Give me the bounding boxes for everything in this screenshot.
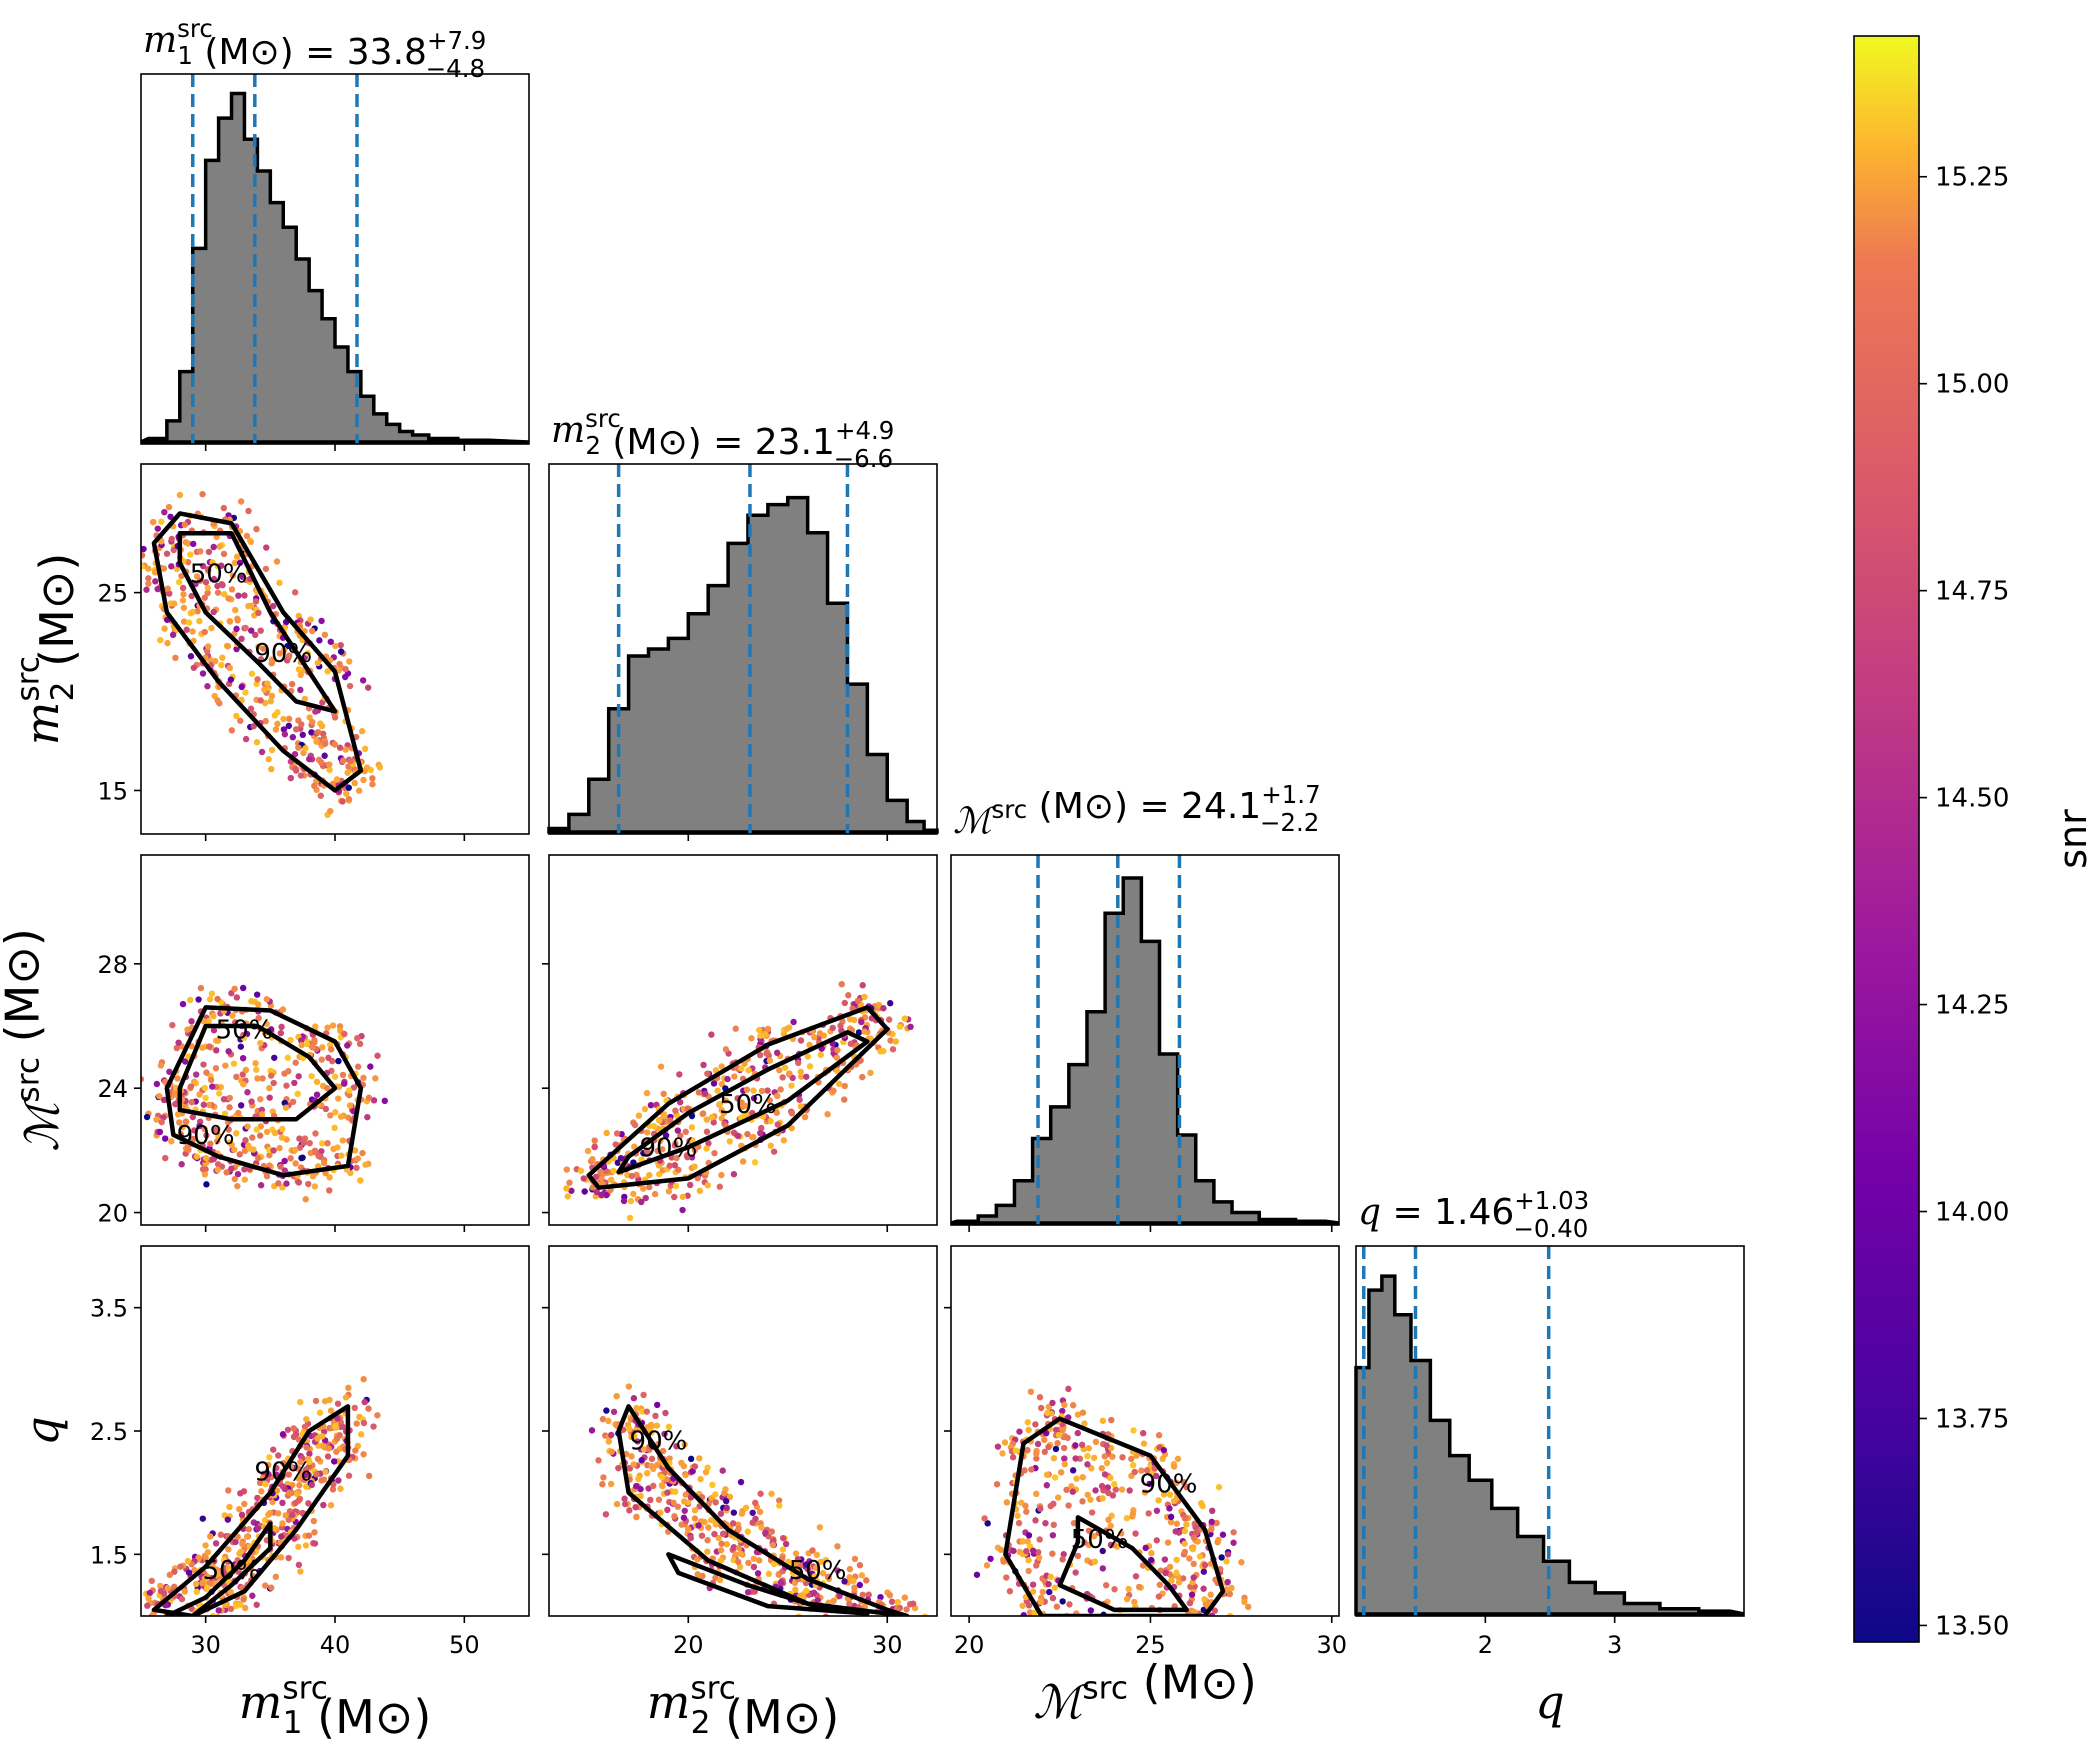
x-axis-label-m2: msrc 2 (M⊙) [647, 1671, 840, 1745]
contour-90-mc_m2 [586, 1005, 890, 1190]
x-axis-label-q: q [1535, 1675, 1564, 1729]
colorbar-tick-label-7: 15.25 [1935, 163, 2009, 193]
hist-frame-q [1355, 1245, 1745, 1617]
contour-label-90-mc_m2: 90% [639, 1134, 697, 1164]
x-tick-label-q-0: 2 [1478, 1631, 1493, 1659]
colorbar-tick-label-0: 13.50 [1935, 1611, 2009, 1641]
scatter-frame-q_m2 [548, 1245, 938, 1617]
contour-50-mc_m1 [177, 1023, 338, 1122]
contour-label-50-q_mc: 50% [1071, 1525, 1129, 1555]
scatter-panel-q-m2: 50% 90% [548, 1245, 938, 1617]
hist-title-q: q = 1.46+1.03 −0.40 [1358, 1186, 1589, 1243]
x-tick-label-m1-2: 50 [449, 1631, 480, 1659]
colorbar-label: snr [2051, 809, 2095, 869]
histogram-q [1354, 1274, 1745, 1616]
scatter-panel-q-mc: 50% 90% [950, 1245, 1340, 1617]
scatter-frame-mc_m2 [548, 854, 938, 1226]
hist-title-mc: ℳsrc (M⊙) = 24.1+1.7 −2.2 [953, 780, 1321, 842]
histogram-mc [950, 876, 1340, 1225]
scatter-points-q_m1: 50% 90% [141, 1376, 381, 1616]
contour-90-q_m2 [616, 1404, 910, 1616]
scatter-panel-mc-m2: 50% 90% [548, 854, 938, 1226]
colorbar-tick-label-1: 13.75 [1935, 1404, 2009, 1434]
colorbar-tick-label-5: 14.75 [1935, 577, 2009, 607]
y-tick-label-q-1: 2.5 [90, 1418, 128, 1446]
y-tick-label-mc-1: 24 [97, 1075, 128, 1103]
histogram-m2 [547, 495, 939, 834]
x-tick-label-mc-2: 30 [1316, 1631, 1347, 1659]
contour-label-90-q_m2: 90% [630, 1427, 688, 1457]
y-tick-label-q-2: 3.5 [90, 1295, 128, 1323]
colorbar-tick-label-4: 14.50 [1935, 784, 2009, 814]
x-tick-label-mc-1: 25 [1135, 1631, 1166, 1659]
hist-frame-m2 [548, 463, 938, 835]
contour-90-mc_m1 [164, 1005, 364, 1178]
hist-title-m2: msrc 2 (M⊙) = 23.1+4.9 −6.6 [551, 404, 894, 473]
colorbar-tick-label-6: 15.00 [1935, 370, 2009, 400]
contour-label-50-q_m2: 50% [789, 1556, 847, 1586]
contour-label-90-q_mc: 90% [1140, 1470, 1198, 1500]
x-tick-label-mc-0: 20 [954, 1631, 985, 1659]
contour-50-q_m2 [666, 1552, 870, 1616]
hist-panel-mc: ℳsrc (M⊙) = 24.1+1.7 −2.2 [950, 780, 1340, 1226]
y-axis-label-mc: ℳsrc (M⊙) [0, 928, 69, 1152]
scatter-points-mc_m1: 50% 90% [141, 984, 388, 1203]
contour-50-m2_m1 [177, 531, 338, 714]
histogram-m1 [140, 91, 530, 444]
contour-label-90-m2_m1: 90% [254, 639, 312, 669]
contour-label-50-mc_m1: 50% [216, 1015, 274, 1045]
contour-50-q_mc [1057, 1515, 1189, 1613]
contour-label-90-mc_m1: 90% [177, 1121, 235, 1151]
contour-label-90-q_m1: 90% [254, 1457, 312, 1487]
contour-label-50-q_m1: 50% [203, 1556, 261, 1586]
x-axis-label-m1: msrc 1 (M⊙) [239, 1671, 432, 1745]
scatter-points-m2_m1: 50% 90% [141, 490, 384, 819]
scatter-panel-mc-m1: 50% 90% [140, 854, 530, 1226]
scatter-points-mc_m2: 50% 90% [563, 980, 914, 1222]
scatter-panel-m2-m1: 50% 90% [140, 463, 530, 835]
hist-panel-m2: msrc 2 (M⊙) = 23.1+4.9 −6.6 [547, 404, 939, 835]
contour-label-50-m2_m1: 50% [190, 560, 248, 590]
hist-frame-mc [950, 854, 1340, 1226]
x-tick-label-m2-1: 30 [872, 1631, 903, 1659]
x-tick-label-m1-1: 40 [320, 1631, 351, 1659]
y-tick-label-q-0: 1.5 [90, 1541, 128, 1569]
y-tick-label-m2-1: 25 [97, 580, 128, 608]
colorbar-tick-label-2: 14.00 [1935, 1198, 2009, 1228]
contour-90-m2_m1 [151, 511, 364, 793]
y-axis-label-m2: msrc2 (M⊙) [11, 553, 85, 746]
x-tick-label-q-1: 3 [1607, 1631, 1622, 1659]
x-tick-label-m2-0: 20 [673, 1631, 704, 1659]
scatter-points-q_mc: 50% 90% [973, 1385, 1252, 1616]
contour-90-q_mc [1003, 1416, 1226, 1616]
hist-title-m1: msrc 1 (M⊙) = 33.8+7.9 −4.8 [143, 14, 486, 83]
contour-label-50-mc_m2: 50% [719, 1090, 777, 1120]
contour-50-q_m1 [164, 1521, 273, 1616]
hist-panel-m1: msrc 1 (M⊙) = 33.8+7.9 −4.8 [140, 14, 530, 445]
y-tick-label-mc-0: 20 [97, 1200, 128, 1228]
contour-90-q_m1 [151, 1404, 351, 1616]
x-tick-label-m1-0: 30 [190, 1631, 221, 1659]
colorbar [1853, 35, 1920, 1643]
scatter-panel-q-m1: 50% 90% [140, 1245, 530, 1617]
x-axis-label-mc: ℳsrc (M⊙) [1033, 1656, 1257, 1729]
y-tick-label-mc-2: 28 [97, 951, 128, 979]
scatter-points-q_m2: 50% 90% [588, 1383, 929, 1616]
colorbar-tick-label-3: 14.25 [1935, 991, 2009, 1021]
contour-50-mc_m2 [616, 1029, 870, 1175]
y-tick-label-m2-0: 15 [97, 777, 128, 805]
hist-panel-q: q = 1.46+1.03 −0.40 [1354, 1186, 1745, 1617]
y-axis-label-q: q [15, 1416, 69, 1445]
